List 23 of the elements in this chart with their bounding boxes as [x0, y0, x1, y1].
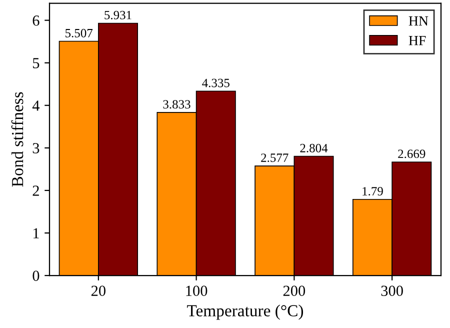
x-tick-label: 100 — [186, 286, 208, 296]
data-label: 5.507 — [66, 28, 93, 38]
y-tick-label: 1 — [33, 228, 39, 238]
data-label: 2.804 — [300, 144, 328, 152]
data-label: 2.669 — [398, 150, 426, 158]
y-tick-label: 2 — [32, 186, 39, 196]
data-label: 3.833 — [163, 100, 190, 109]
x-tick-label: 300 — [381, 286, 403, 296]
y-tick-label: 6 — [32, 15, 40, 26]
y-axis-title: Bond stiffness — [11, 92, 24, 187]
y-tick-label: 5 — [33, 58, 40, 68]
data-label: 1.79 — [362, 187, 383, 196]
y-tick-label: 0 — [32, 270, 40, 281]
x-tick-label: 20 — [91, 286, 106, 296]
data-label: 2.577 — [261, 154, 288, 162]
x-tick-label: 200 — [283, 286, 306, 296]
legend-label: HN — [408, 16, 428, 26]
x-axis-title: Temperature (°C) — [187, 304, 304, 320]
y-tick-label: 3 — [32, 143, 40, 154]
legend-label: HF — [408, 36, 426, 46]
y-tick-label: 4 — [32, 100, 40, 111]
data-label: 4.335 — [202, 78, 230, 88]
data-label: 5.931 — [104, 10, 132, 20]
